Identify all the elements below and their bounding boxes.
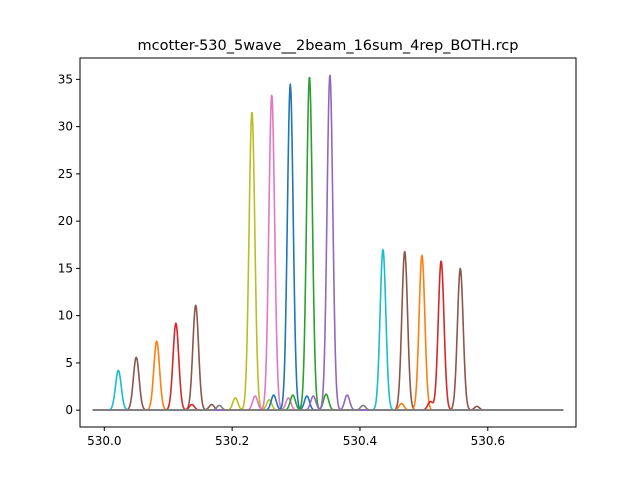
y-tick-label: 15 [58, 261, 73, 275]
y-axis: 0 5 10 15 20 25 30 35 [58, 72, 80, 417]
y-tick-label: 5 [65, 356, 73, 370]
x-axis: 530.0 530.2 530.4 530.6 [87, 427, 505, 448]
y-tick-label: 30 [58, 120, 73, 134]
chart-title: mcotter-530_5wave__2beam_16sum_4rep_BOTH… [138, 38, 519, 54]
series-line-10 [92, 404, 564, 411]
y-tick-label: 10 [58, 309, 73, 323]
x-tick-label: 530.2 [215, 434, 249, 448]
x-tick-label: 530.0 [87, 434, 121, 448]
x-tick-label: 530.4 [343, 434, 377, 448]
y-tick-label: 25 [58, 167, 73, 181]
series-layer [92, 74, 564, 411]
x-tick-label: 530.6 [471, 434, 505, 448]
y-tick-label: 20 [58, 214, 73, 228]
y-tick-label: 0 [65, 403, 73, 417]
y-tick-label: 35 [58, 72, 73, 86]
axes-frame [79, 57, 577, 428]
